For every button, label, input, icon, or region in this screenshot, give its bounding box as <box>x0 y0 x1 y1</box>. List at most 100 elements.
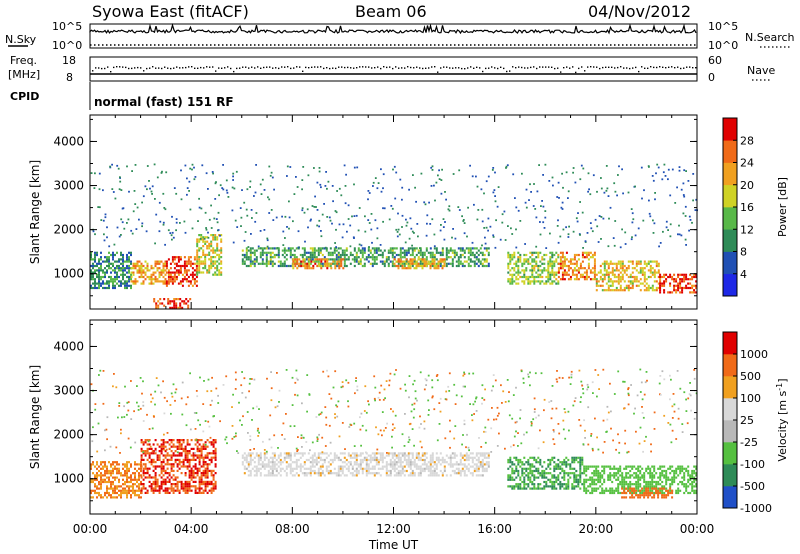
scatter-cell <box>180 169 182 172</box>
data-cell <box>551 251 554 254</box>
scatter-cell <box>193 166 195 169</box>
data-cell <box>188 461 191 464</box>
data-cell <box>425 262 428 265</box>
data-cell <box>200 452 203 455</box>
scatter-cell <box>401 198 403 201</box>
data-cell <box>533 251 536 254</box>
data-cell <box>553 485 556 488</box>
data-cell <box>383 260 386 263</box>
scatter-cell <box>175 218 178 220</box>
data-cell <box>425 258 428 261</box>
data-cell <box>122 278 124 281</box>
data-cell <box>327 469 330 473</box>
data-cell <box>291 247 294 250</box>
data-cell <box>549 275 552 279</box>
data-cell <box>309 262 312 265</box>
data-cell <box>114 485 116 488</box>
data-cell <box>152 483 155 486</box>
data-cell <box>116 264 118 268</box>
nave-dot <box>620 66 622 68</box>
data-cell <box>279 452 282 455</box>
data-cell <box>175 256 178 259</box>
data-cell <box>198 447 201 450</box>
data-cell <box>573 461 576 464</box>
data-cell <box>435 258 438 261</box>
data-cell <box>523 485 526 488</box>
data-cell <box>172 487 175 490</box>
data-cell <box>443 467 446 470</box>
data-cell <box>130 463 132 466</box>
data-cell <box>179 258 182 261</box>
data-cell <box>639 267 642 270</box>
nave-dot <box>131 67 133 70</box>
data-cell <box>202 236 205 239</box>
data-cell <box>387 469 390 473</box>
data-cell <box>294 264 297 268</box>
data-cell <box>355 258 358 261</box>
data-cell <box>191 267 194 270</box>
data-cell <box>220 247 223 250</box>
scatter-cell <box>372 185 374 187</box>
data-cell <box>527 472 530 475</box>
data-cell <box>529 256 532 259</box>
data-cell <box>341 253 344 257</box>
data-cell <box>459 452 462 455</box>
data-cell <box>110 271 112 274</box>
data-cell <box>214 273 217 276</box>
data-cell <box>415 454 418 457</box>
data-cell <box>487 461 490 464</box>
data-cell <box>181 300 184 303</box>
scatter-cell <box>410 227 413 230</box>
data-cell <box>445 249 448 252</box>
scatter-cell <box>480 188 483 191</box>
data-cell <box>100 275 102 279</box>
data-cell <box>655 262 658 265</box>
data-cell <box>104 260 106 263</box>
data-cell <box>435 247 438 250</box>
scatter-cell <box>643 189 645 192</box>
data-cell <box>134 494 136 497</box>
data-cell <box>571 467 574 470</box>
data-cell <box>513 469 516 473</box>
scatter-cell <box>524 243 526 245</box>
data-cell <box>515 278 518 281</box>
data-cell <box>473 264 476 268</box>
nave-dot <box>512 66 514 68</box>
scatter-cell <box>652 232 655 234</box>
data-cell <box>545 480 548 484</box>
data-cell <box>419 469 422 473</box>
data-cell <box>411 258 414 261</box>
data-cell <box>181 284 184 287</box>
scatter-cell <box>415 200 417 203</box>
data-cell <box>198 467 201 470</box>
data-cell <box>208 489 211 492</box>
data-cell <box>425 452 428 455</box>
scatter-cell <box>360 244 363 247</box>
data-cell <box>323 461 326 464</box>
scatter-cell <box>600 238 602 240</box>
data-cell <box>144 476 147 479</box>
data-cell <box>144 278 147 281</box>
data-cell <box>100 496 102 499</box>
data-cell <box>296 258 299 261</box>
data-cell <box>173 258 176 261</box>
data-cell <box>296 267 299 270</box>
data-cell <box>204 456 207 459</box>
data-cell <box>249 247 252 250</box>
nave-dot <box>209 66 211 68</box>
data-cell <box>176 454 179 457</box>
data-cell <box>553 253 556 257</box>
data-cell <box>441 267 444 270</box>
data-cell <box>167 280 170 283</box>
data-cell <box>152 465 155 468</box>
data-cell <box>164 463 167 466</box>
data-cell <box>387 264 390 268</box>
data-cell <box>449 454 452 457</box>
data-cell <box>575 478 578 481</box>
data-cell <box>178 452 181 455</box>
data-cell <box>419 260 422 263</box>
data-cell <box>320 264 323 268</box>
data-cell <box>176 463 179 466</box>
data-cell <box>92 271 94 274</box>
y-tick-label: 2000 <box>53 223 84 237</box>
